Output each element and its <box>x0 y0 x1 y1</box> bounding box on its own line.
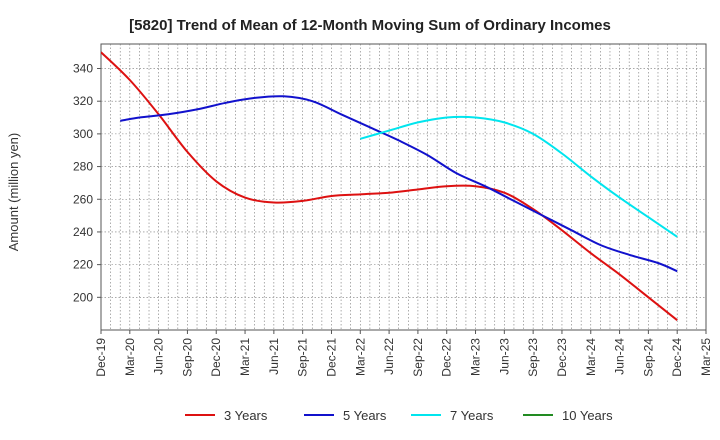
legend-label-10-years: 10 Years <box>562 408 613 423</box>
x-tick-label: Dec-23 <box>555 338 569 377</box>
x-tick-label: Jun-20 <box>152 338 166 375</box>
y-tick-label: 220 <box>73 258 93 272</box>
series-line-5-years <box>120 95 678 273</box>
x-tick-label: Sep-24 <box>641 338 655 377</box>
plot-frame <box>100 43 707 331</box>
series-lines <box>101 51 678 321</box>
legend: 3 Years 5 Years 7 Years 10 Years <box>185 408 613 423</box>
x-axis-ticks: Dec-19 Mar-20 Jun-20 Sep-20 Dec-20 Mar-21 Jun-… <box>94 330 713 377</box>
x-tick-label: Jun-22 <box>382 338 396 375</box>
y-tick-label: 320 <box>73 94 93 108</box>
x-tick-label: Jun-24 <box>613 338 627 375</box>
x-tick-label: Sep-21 <box>296 338 310 377</box>
y-axis-ticks: 200 220 240 260 280 300 320 340 <box>73 62 101 304</box>
x-tick-label: Sep-20 <box>180 338 194 377</box>
y-tick-label: 200 <box>73 290 93 304</box>
y-tick-label: 280 <box>73 160 93 174</box>
chart-title: [5820] Trend of Mean of 12-Month Moving … <box>129 17 611 34</box>
x-tick-label: Sep-22 <box>411 338 425 377</box>
x-tick-label: Mar-24 <box>584 338 598 376</box>
legend-label-3-years: 3 Years <box>224 408 268 423</box>
plot-background <box>100 43 707 331</box>
x-tick-label: Jun-23 <box>497 338 511 375</box>
series-line-3-years <box>101 51 678 321</box>
y-tick-label: 300 <box>73 127 93 141</box>
x-tick-label: Dec-22 <box>440 338 454 377</box>
legend-label-7-years: 7 Years <box>450 408 494 423</box>
x-tick-label: Mar-23 <box>469 338 483 376</box>
x-tick-label: Sep-23 <box>526 338 540 377</box>
x-tick-label: Mar-20 <box>123 338 137 376</box>
legend-label-5-years: 5 Years <box>343 408 387 423</box>
x-tick-label: Mar-22 <box>353 338 367 376</box>
y-tick-label: 260 <box>73 192 93 206</box>
x-tick-label: Dec-20 <box>209 338 223 377</box>
y-axis-label: Amount (million yen) <box>6 133 21 252</box>
x-tick-label: Dec-24 <box>670 338 684 377</box>
series-line-7-years <box>360 115 678 238</box>
x-tick-label: Jun-21 <box>267 338 281 375</box>
x-tick-label: Mar-25 <box>699 338 713 376</box>
y-tick-label: 240 <box>73 225 93 239</box>
x-tick-label: Dec-19 <box>94 338 108 377</box>
y-tick-label: 340 <box>73 62 93 76</box>
x-tick-label: Dec-21 <box>324 338 338 377</box>
x-tick-label: Mar-21 <box>238 338 252 376</box>
